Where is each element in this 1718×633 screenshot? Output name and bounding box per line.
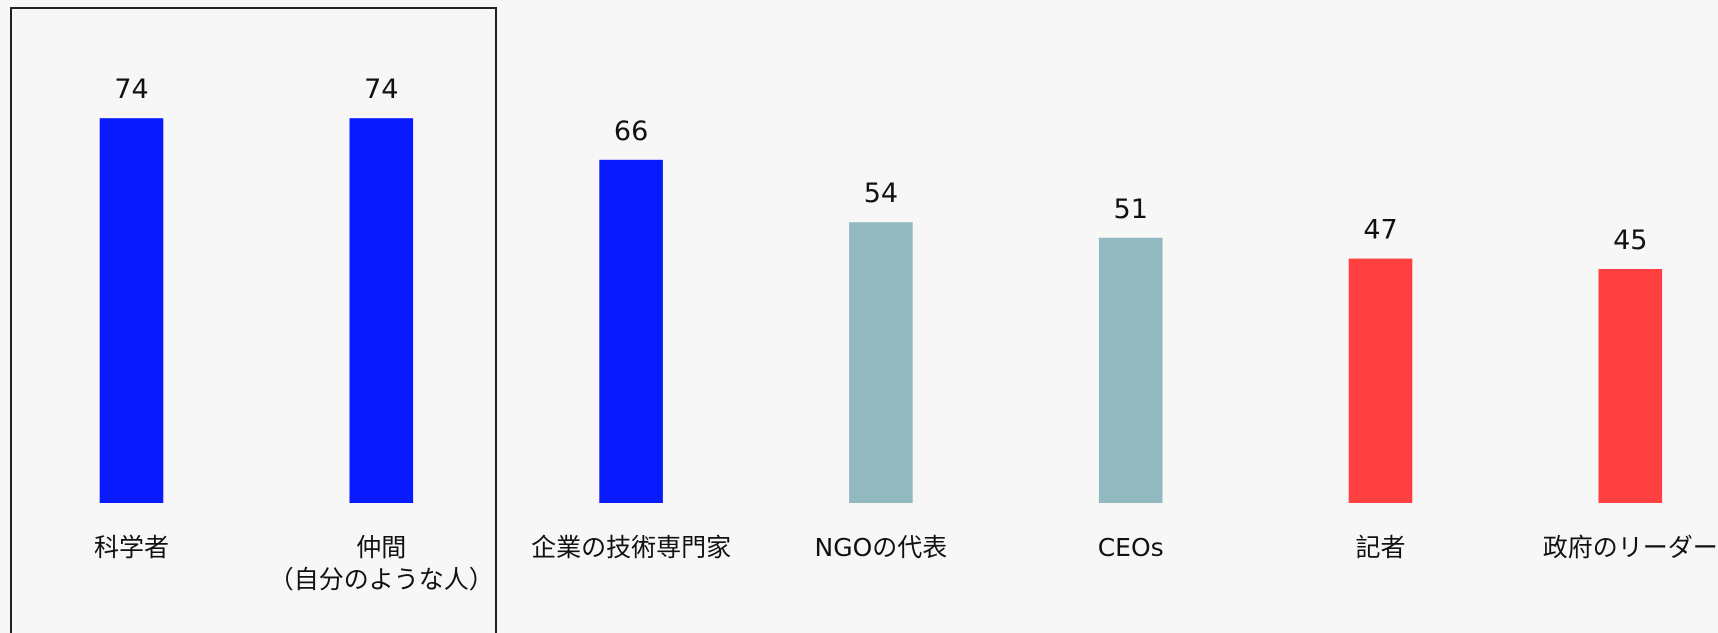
- bar: [1348, 258, 1413, 503]
- value-label: 51: [1114, 194, 1148, 225]
- x-tick-label: 科学者: [93, 533, 169, 562]
- x-tick-label: CEOs: [1097, 533, 1164, 562]
- x-tick-label: 記者: [1355, 533, 1406, 562]
- value-label: 45: [1613, 225, 1647, 256]
- value-label: 47: [1363, 215, 1397, 246]
- bar: [99, 118, 164, 503]
- x-tick-label: NGOの代表: [814, 533, 948, 562]
- x-tick-label: 仲間 （自分のような人）: [268, 533, 494, 594]
- highlight-box: [10, 7, 497, 633]
- value-label: 66: [614, 116, 648, 147]
- x-tick-label: 政府のリーダー: [1542, 533, 1718, 562]
- value-label: 74: [114, 74, 148, 105]
- bar: [1098, 237, 1163, 504]
- value-label: 74: [364, 74, 398, 105]
- bar: [349, 118, 414, 503]
- bar: [599, 159, 663, 504]
- bar: [1598, 269, 1663, 503]
- x-tick-label: 企業の技術専門家: [531, 533, 732, 562]
- value-label: 54: [864, 178, 898, 209]
- bar: [849, 222, 913, 503]
